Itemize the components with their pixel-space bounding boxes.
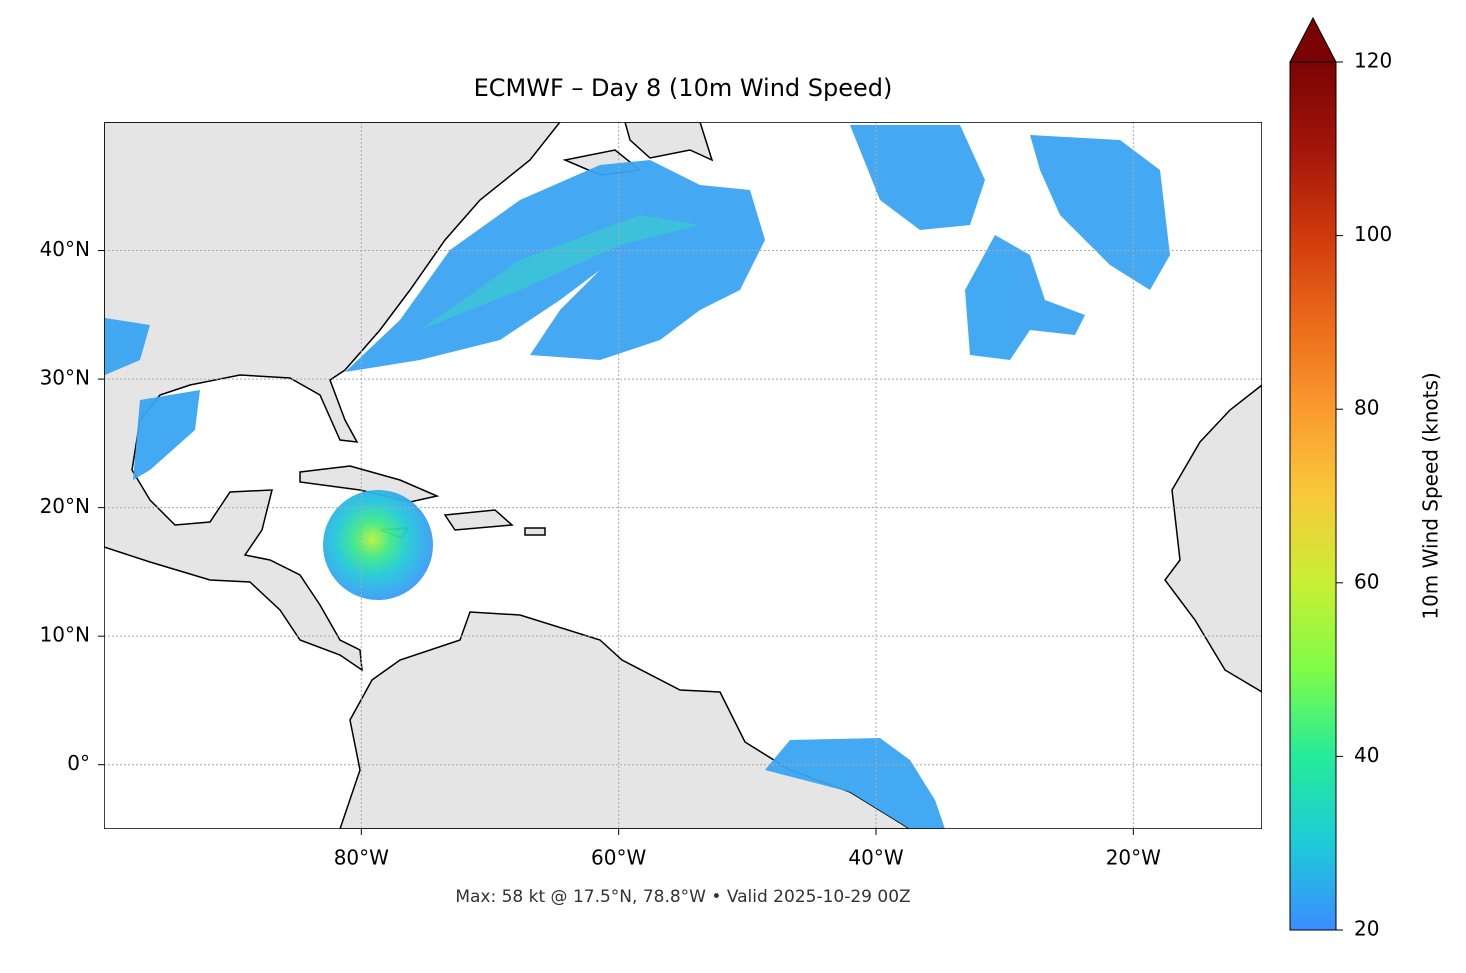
wind-field (105, 125, 1170, 829)
north-america (104, 122, 561, 672)
colorbar-tick-label: 20 (1354, 917, 1379, 941)
africa (1164, 384, 1262, 693)
colorbar-tick-label: 100 (1354, 222, 1392, 246)
y-tick-label: 40°N (40, 237, 90, 261)
map-caption: Max: 58 kt @ 17.5°N, 78.8°W • Valid 2025… (455, 887, 910, 907)
colorbar-tick-label: 40 (1354, 743, 1379, 767)
cuba (299, 465, 440, 503)
colorbar-tick-label: 80 (1354, 396, 1379, 420)
south-america (339, 611, 912, 829)
colorbar-tick-label: 120 (1354, 49, 1392, 73)
map-title: ECMWF – Day 8 (10m Wind Speed) (474, 74, 893, 102)
y-tick-label: 10°N (40, 623, 90, 647)
y-tick-label: 0° (67, 751, 90, 775)
x-tick-label: 60°W (591, 846, 646, 870)
y-tick-label: 30°N (40, 366, 90, 390)
y-tick-label: 20°N (40, 494, 90, 518)
x-tick-label: 20°W (1106, 846, 1161, 870)
colorbar-tick-label: 60 (1354, 569, 1379, 593)
colorbar-extend (1289, 16, 1337, 63)
x-tick-label: 40°W (848, 846, 903, 870)
x-tick-label: 80°W (334, 846, 389, 870)
colorbar-label: 10m Wind Speed (knots) (1419, 372, 1443, 619)
colorbar (1289, 61, 1337, 931)
map-area (104, 122, 1262, 829)
hispaniola (443, 509, 546, 536)
